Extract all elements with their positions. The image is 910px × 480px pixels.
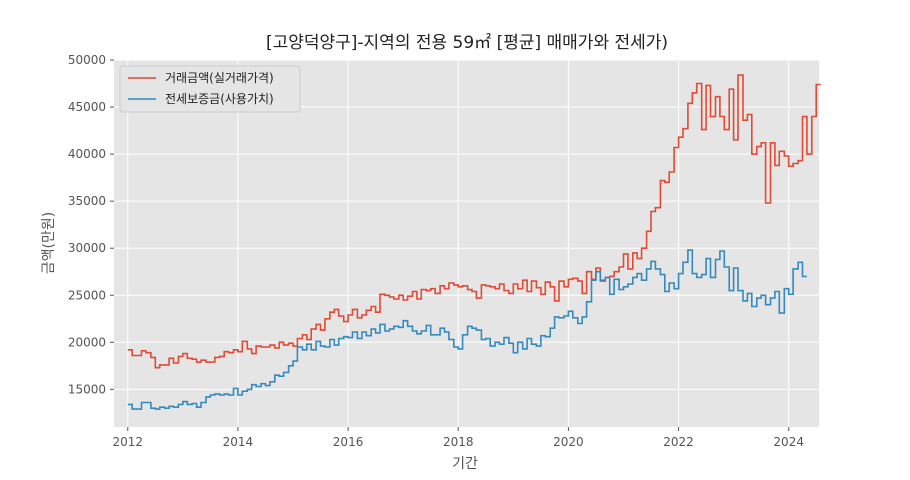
series-line-sales-price [127, 74, 821, 369]
x-tick-label: 2024 [773, 435, 804, 449]
x-tick-label: 2022 [663, 435, 694, 449]
y-tick-label: 50000 [68, 53, 106, 67]
y-axis: 15000 20000 25000 30000 35000 40000 45000 50000 [68, 53, 114, 396]
chart-title: [고양덕양구]-지역의 전용 59㎡ [평균] 매매가와 전세가) [266, 33, 668, 53]
y-axis-title: 금액(만원) [41, 212, 57, 274]
y-tick-label: 20000 [68, 335, 106, 349]
y-tick-label: 30000 [68, 241, 106, 255]
x-tick-label: 2020 [553, 435, 584, 449]
plot-area [114, 60, 819, 427]
series-layer [127, 74, 821, 410]
x-tick-label: 2016 [333, 435, 364, 449]
y-tick-label: 40000 [68, 147, 106, 161]
legend-label-jeonse: 전세보증금(사용가치) [165, 92, 274, 106]
x-tick-label: 2014 [223, 435, 254, 449]
y-tick-label: 25000 [68, 288, 106, 302]
series-line-jeonse-deposit [127, 249, 807, 410]
legend: 거래금액(실거래가격) 전세보증금(사용가치) [119, 65, 301, 113]
x-tick-label: 2012 [112, 435, 143, 449]
legend-label-sales: 거래금액(실거래가격) [165, 71, 274, 85]
y-tick-label: 45000 [68, 100, 106, 114]
y-tick-label: 15000 [68, 382, 106, 396]
x-tick-label: 2018 [443, 435, 474, 449]
x-axis: 2012 2014 2016 2018 2020 2022 2024 [112, 427, 804, 449]
legend-box [119, 65, 301, 113]
x-axis-title: 기간 [452, 456, 478, 472]
y-tick-label: 35000 [68, 194, 106, 208]
